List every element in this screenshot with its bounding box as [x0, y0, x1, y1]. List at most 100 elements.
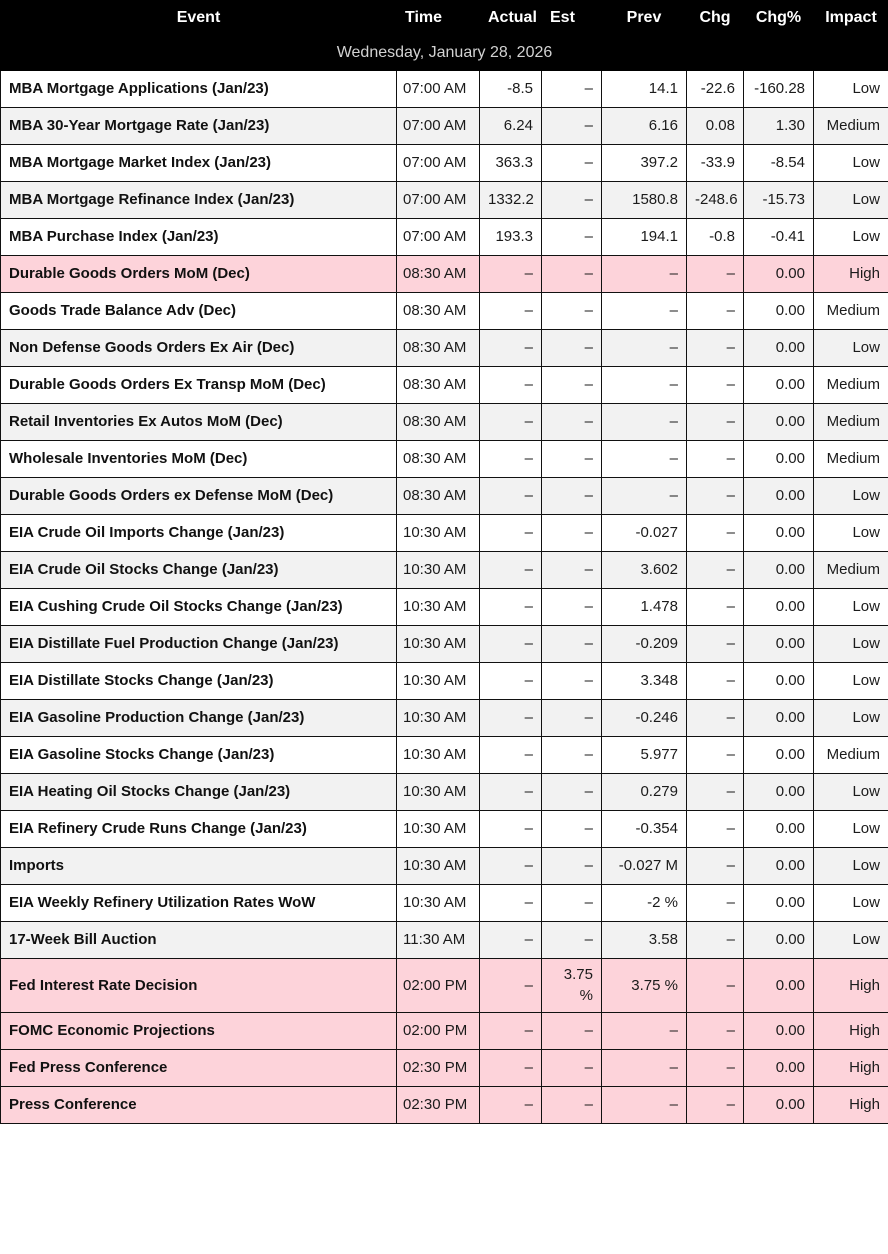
- event-name[interactable]: Durable Goods Orders Ex Transp MoM (Dec): [0, 366, 397, 405]
- event-name[interactable]: Non Defense Goods Orders Ex Air (Dec): [0, 329, 397, 368]
- event-time: 10:30 AM: [396, 736, 480, 775]
- event-chg-pct: 0.00: [743, 366, 814, 405]
- event-row[interactable]: EIA Cushing Crude Oil Stocks Change (Jan…: [0, 588, 888, 627]
- event-chg-pct: 0.00: [743, 921, 814, 960]
- event-impact: Medium: [813, 736, 888, 775]
- event-chg-pct: 0.00: [743, 773, 814, 812]
- event-chg: –: [686, 403, 744, 442]
- event-prev: 5.977: [601, 736, 687, 775]
- event-chg: –: [686, 366, 744, 405]
- event-row[interactable]: MBA Mortgage Applications (Jan/23) 07:00…: [0, 70, 888, 109]
- economic-calendar-table: Event Time Actual Est Prev Chg Chg% Impa…: [0, 0, 888, 1124]
- event-prev: 3.75 %: [601, 958, 687, 1013]
- event-prev: –: [601, 440, 687, 479]
- event-time: 07:00 AM: [396, 218, 480, 257]
- event-row[interactable]: EIA Crude Oil Stocks Change (Jan/23) 10:…: [0, 551, 888, 590]
- event-actual: –: [479, 699, 542, 738]
- event-name[interactable]: EIA Cushing Crude Oil Stocks Change (Jan…: [0, 588, 397, 627]
- event-row[interactable]: EIA Heating Oil Stocks Change (Jan/23) 1…: [0, 773, 888, 812]
- event-row[interactable]: EIA Weekly Refinery Utilization Rates Wo…: [0, 884, 888, 923]
- event-row[interactable]: MBA Mortgage Market Index (Jan/23) 07:00…: [0, 144, 888, 183]
- event-name[interactable]: Fed Press Conference: [0, 1048, 397, 1087]
- event-row[interactable]: Non Defense Goods Orders Ex Air (Dec) 08…: [0, 329, 888, 368]
- event-row[interactable]: MBA 30-Year Mortgage Rate (Jan/23) 07:00…: [0, 107, 888, 146]
- event-chg-pct: -160.28: [743, 70, 814, 109]
- event-chg-pct: 0.00: [743, 736, 814, 775]
- event-prev: -0.354: [601, 810, 687, 849]
- event-row[interactable]: Durable Goods Orders ex Defense MoM (Dec…: [0, 477, 888, 516]
- event-name[interactable]: MBA Mortgage Refinance Index (Jan/23): [0, 181, 397, 220]
- event-chg: –: [686, 884, 744, 923]
- event-chg: –: [686, 551, 744, 590]
- event-chg-pct: -15.73: [743, 181, 814, 220]
- event-name[interactable]: EIA Crude Oil Imports Change (Jan/23): [0, 514, 397, 553]
- event-time: 10:30 AM: [396, 884, 480, 923]
- event-name[interactable]: Fed Interest Rate Decision: [0, 958, 397, 1013]
- event-row[interactable]: MBA Purchase Index (Jan/23) 07:00 AM 193…: [0, 218, 888, 257]
- event-impact: Medium: [813, 440, 888, 479]
- event-row[interactable]: Imports 10:30 AM – – -0.027 M – 0.00 Low: [0, 847, 888, 886]
- event-chg-pct: 0.00: [743, 255, 814, 294]
- event-row[interactable]: EIA Distillate Stocks Change (Jan/23) 10…: [0, 662, 888, 701]
- event-name[interactable]: EIA Distillate Fuel Production Change (J…: [0, 625, 397, 664]
- event-actual: –: [479, 440, 542, 479]
- event-name[interactable]: Goods Trade Balance Adv (Dec): [0, 292, 397, 331]
- event-name[interactable]: Press Conference: [0, 1085, 397, 1124]
- event-name[interactable]: EIA Heating Oil Stocks Change (Jan/23): [0, 773, 397, 812]
- event-time: 07:00 AM: [396, 144, 480, 183]
- event-row[interactable]: Durable Goods Orders Ex Transp MoM (Dec)…: [0, 366, 888, 405]
- event-name[interactable]: Wholesale Inventories MoM (Dec): [0, 440, 397, 479]
- event-row[interactable]: FOMC Economic Projections 02:00 PM – – –…: [0, 1011, 888, 1050]
- event-row[interactable]: Goods Trade Balance Adv (Dec) 08:30 AM –…: [0, 292, 888, 331]
- event-name[interactable]: EIA Distillate Stocks Change (Jan/23): [0, 662, 397, 701]
- event-name[interactable]: EIA Gasoline Stocks Change (Jan/23): [0, 736, 397, 775]
- event-name[interactable]: Durable Goods Orders MoM (Dec): [0, 255, 397, 294]
- event-row[interactable]: EIA Refinery Crude Runs Change (Jan/23) …: [0, 810, 888, 849]
- event-impact: Low: [813, 699, 888, 738]
- event-name[interactable]: EIA Refinery Crude Runs Change (Jan/23): [0, 810, 397, 849]
- event-chg: –: [686, 477, 744, 516]
- event-name[interactable]: Imports: [0, 847, 397, 886]
- event-chg-pct: 0.00: [743, 699, 814, 738]
- event-name[interactable]: MBA Purchase Index (Jan/23): [0, 218, 397, 257]
- event-row[interactable]: Fed Press Conference 02:30 PM – – – – 0.…: [0, 1048, 888, 1087]
- column-header-impact: Impact: [813, 0, 888, 36]
- event-name[interactable]: FOMC Economic Projections: [0, 1011, 397, 1050]
- event-chg: -248.6: [686, 181, 744, 220]
- event-name[interactable]: MBA Mortgage Market Index (Jan/23): [0, 144, 397, 183]
- column-header-row: Event Time Actual Est Prev Chg Chg% Impa…: [0, 0, 888, 36]
- event-row[interactable]: Retail Inventories Ex Autos MoM (Dec) 08…: [0, 403, 888, 442]
- event-impact: Medium: [813, 551, 888, 590]
- event-row[interactable]: EIA Gasoline Production Change (Jan/23) …: [0, 699, 888, 738]
- event-prev: 14.1: [601, 70, 687, 109]
- event-prev: 6.16: [601, 107, 687, 146]
- event-name[interactable]: Retail Inventories Ex Autos MoM (Dec): [0, 403, 397, 442]
- event-name[interactable]: MBA Mortgage Applications (Jan/23): [0, 70, 397, 109]
- event-name[interactable]: MBA 30-Year Mortgage Rate (Jan/23): [0, 107, 397, 146]
- column-header-chg-pct: Chg%: [743, 0, 814, 36]
- event-row[interactable]: Fed Interest Rate Decision 02:00 PM – 3.…: [0, 958, 888, 1013]
- event-est: –: [541, 70, 602, 109]
- event-row[interactable]: MBA Mortgage Refinance Index (Jan/23) 07…: [0, 181, 888, 220]
- event-row[interactable]: Press Conference 02:30 PM – – – – 0.00 H…: [0, 1085, 888, 1124]
- event-impact: Low: [813, 773, 888, 812]
- event-name[interactable]: EIA Gasoline Production Change (Jan/23): [0, 699, 397, 738]
- event-name[interactable]: EIA Weekly Refinery Utilization Rates Wo…: [0, 884, 397, 923]
- event-prev: –: [601, 255, 687, 294]
- event-row[interactable]: Durable Goods Orders MoM (Dec) 08:30 AM …: [0, 255, 888, 294]
- event-time: 10:30 AM: [396, 625, 480, 664]
- event-row[interactable]: 17-Week Bill Auction 11:30 AM – – 3.58 –…: [0, 921, 888, 960]
- event-row[interactable]: Wholesale Inventories MoM (Dec) 08:30 AM…: [0, 440, 888, 479]
- event-actual: –: [479, 662, 542, 701]
- event-row[interactable]: EIA Distillate Fuel Production Change (J…: [0, 625, 888, 664]
- event-name[interactable]: 17-Week Bill Auction: [0, 921, 397, 960]
- event-row[interactable]: EIA Crude Oil Imports Change (Jan/23) 10…: [0, 514, 888, 553]
- column-header-chg: Chg: [686, 0, 744, 36]
- event-name[interactable]: EIA Crude Oil Stocks Change (Jan/23): [0, 551, 397, 590]
- event-name[interactable]: Durable Goods Orders ex Defense MoM (Dec…: [0, 477, 397, 516]
- event-chg-pct: 1.30: [743, 107, 814, 146]
- event-time: 08:30 AM: [396, 366, 480, 405]
- event-actual: –: [479, 958, 542, 1013]
- event-actual: –: [479, 847, 542, 886]
- event-row[interactable]: EIA Gasoline Stocks Change (Jan/23) 10:3…: [0, 736, 888, 775]
